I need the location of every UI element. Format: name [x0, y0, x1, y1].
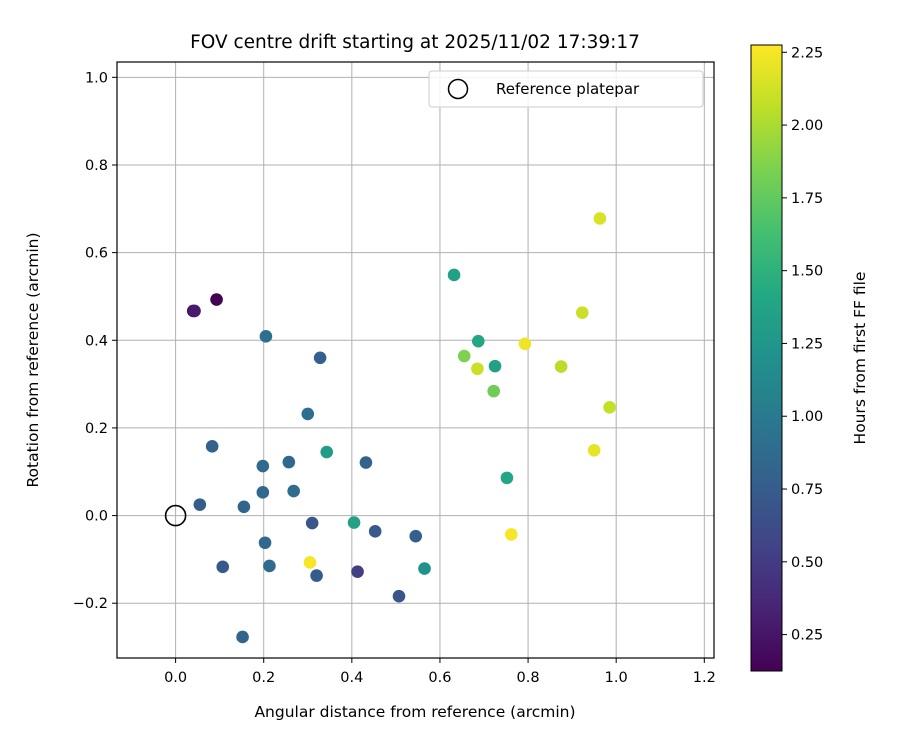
data-point: [471, 334, 485, 348]
data-point: [320, 445, 334, 459]
data-point: [258, 536, 272, 550]
x-tick-label: 0.6: [428, 670, 451, 686]
x-tick-label: 1.2: [693, 670, 716, 686]
data-point: [409, 529, 423, 543]
legend-box: [428, 70, 704, 108]
data-point: [310, 569, 323, 582]
colorbar-ticks: 0.25 0.50 0.75 1.00 1.25 1.50 1.75 2.00 2.25: [782, 45, 823, 644]
data-point: [587, 443, 601, 457]
data-point: [313, 351, 327, 365]
plot-frame: [116, 61, 715, 659]
y-axis-label: Rotation from reference (arcmin): [24, 232, 42, 487]
data-point: [256, 486, 270, 499]
colorbar-tick-label: 1.50: [791, 264, 823, 280]
y-tick-label: 0.0: [85, 509, 108, 525]
grid: [117, 62, 714, 658]
data-point: [418, 562, 431, 575]
data-point: [471, 362, 484, 376]
data-point: [347, 516, 361, 529]
data-point: [259, 330, 273, 343]
data-point: [282, 455, 296, 469]
data-point: [188, 304, 201, 318]
x-tick-label: 1.0: [605, 670, 628, 686]
data-point: [392, 589, 406, 603]
legend: Reference platepar: [428, 70, 704, 108]
x-tick-label: 0.0: [164, 670, 187, 686]
x-axis-ticks: 0.0 0.2 0.4 0.6 0.8 1.0 1.2: [164, 658, 716, 686]
chart-title: FOV centre drift starting at 2025/11/02 …: [190, 32, 640, 53]
data-point: [554, 360, 568, 373]
reference-point: [164, 504, 187, 527]
data-point: [575, 306, 589, 319]
colorbar: [750, 44, 783, 672]
data-point: [237, 500, 251, 514]
data-point: [487, 384, 501, 398]
y-tick-label: 0.6: [85, 246, 108, 262]
data-point: [518, 337, 532, 351]
data-point: [359, 456, 373, 469]
x-tick-label: 0.4: [340, 670, 363, 686]
colorbar-tick-label: 0.50: [791, 555, 823, 571]
data-point: [263, 559, 276, 573]
colorbar-tick-label: 2.00: [791, 118, 823, 134]
legend-label: Reference platepar: [496, 80, 640, 98]
data-point: [305, 516, 319, 530]
data-point: [236, 630, 249, 644]
colorbar-tick-label: 0.25: [791, 628, 823, 644]
y-tick-label: 0.4: [85, 333, 108, 349]
reference-group: [164, 504, 187, 527]
y-tick-label: 1.0: [85, 70, 108, 86]
data-point: [505, 528, 518, 541]
data-point: [603, 401, 616, 414]
data-point: [216, 560, 230, 574]
legend-marker-icon: [447, 78, 469, 100]
y-tick-label: 0.2: [85, 421, 108, 437]
colorbar-tick-label: 2.25: [791, 45, 823, 61]
y-axis-ticks: −0.2 0.0 0.2 0.4 0.6 0.8 1.0: [73, 70, 117, 612]
colorbar-label: Hours from first FF file: [851, 272, 869, 445]
colorbar-tick-label: 0.75: [791, 482, 823, 498]
data-point: [351, 565, 364, 578]
data-point: [205, 440, 219, 453]
data-point: [368, 525, 382, 538]
data-point: [301, 407, 315, 421]
data-point: [488, 359, 502, 373]
colorbar-tick-label: 1.00: [791, 409, 823, 425]
data-point: [287, 484, 300, 498]
data-point: [447, 268, 461, 282]
data-point: [500, 471, 514, 485]
data-point: [457, 349, 471, 363]
data-point: [193, 498, 207, 511]
colorbar-tick-label: 1.25: [791, 336, 823, 352]
data-point: [593, 212, 607, 225]
x-axis-label: Angular distance from reference (arcmin): [254, 703, 575, 721]
y-tick-label: −0.2: [73, 596, 108, 612]
y-tick-label: 0.8: [85, 158, 108, 174]
data-point: [303, 556, 317, 569]
colorbar-tick-label: 1.75: [791, 191, 823, 207]
data-points: [186, 212, 616, 644]
x-tick-label: 0.2: [252, 670, 275, 686]
x-tick-label: 0.8: [517, 670, 540, 686]
data-point: [210, 293, 223, 306]
data-point: [256, 459, 270, 473]
